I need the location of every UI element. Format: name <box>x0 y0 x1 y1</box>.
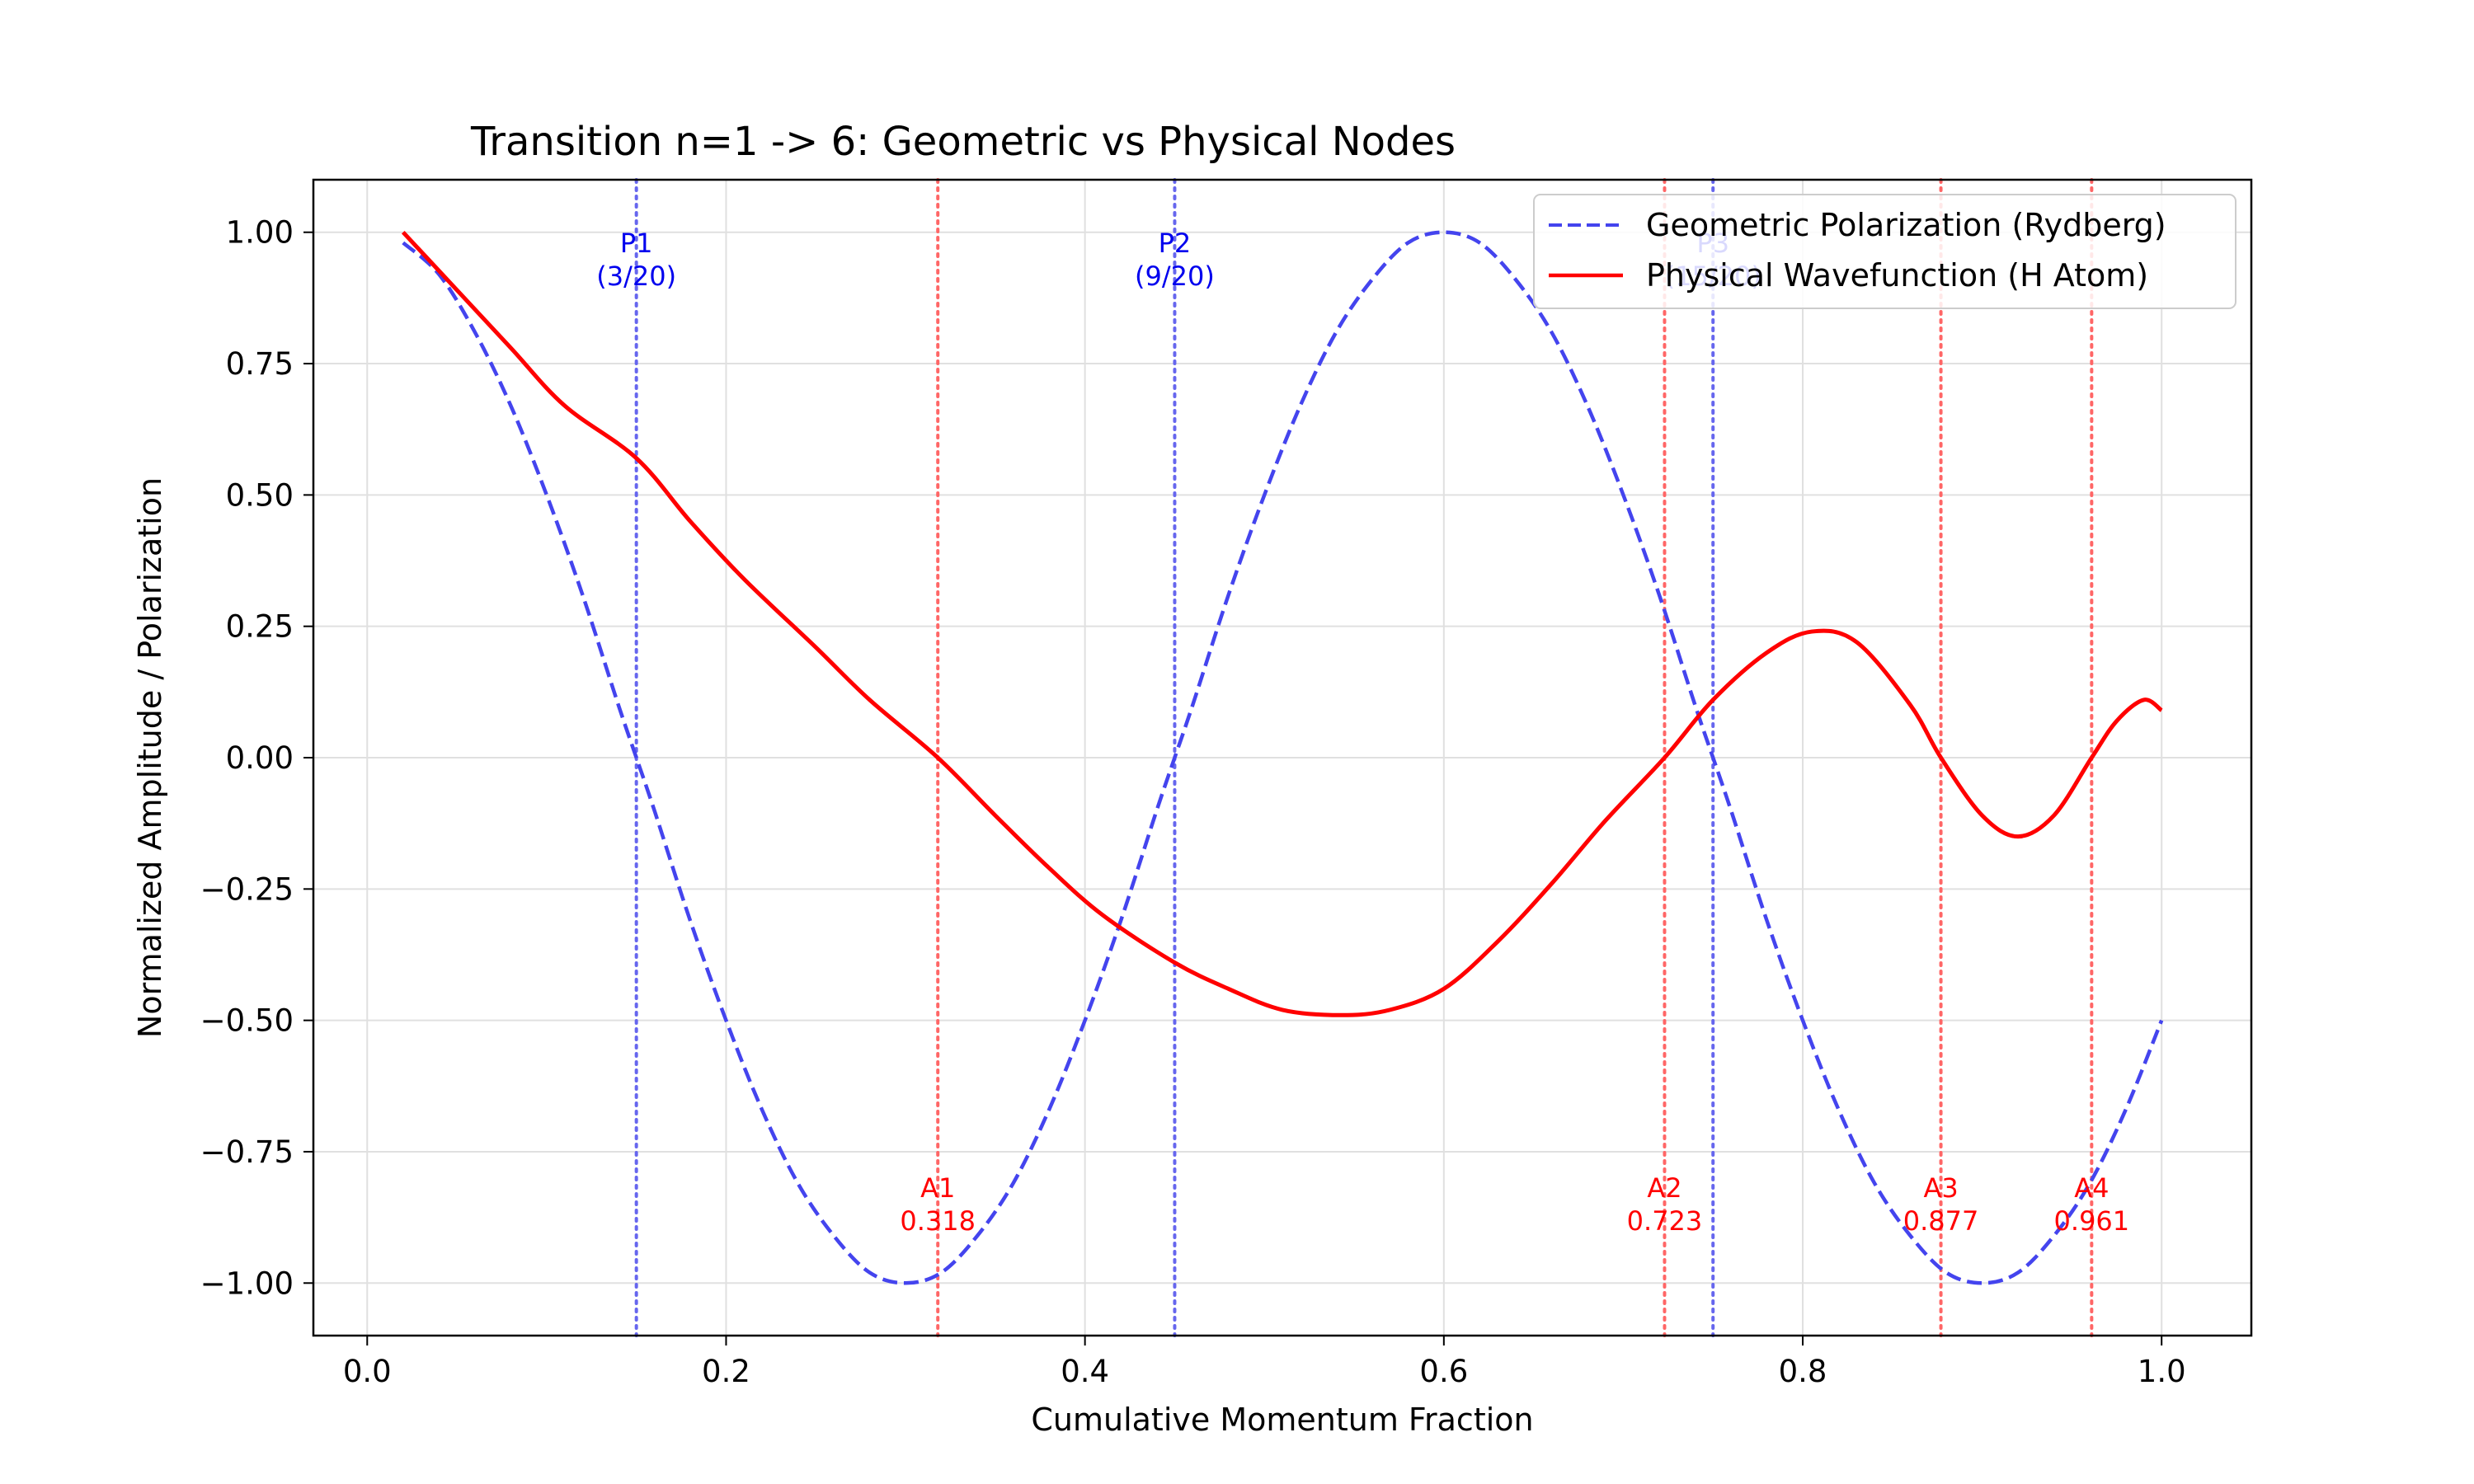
node-value-label: 0.318 <box>900 1205 976 1237</box>
x-tick-label: 0.0 <box>343 1354 392 1389</box>
node-label: A4 <box>2074 1172 2109 1204</box>
y-tick-label: 0.50 <box>226 477 294 513</box>
node-value-label: 0.877 <box>1903 1205 1979 1237</box>
y-tick-label: −1.00 <box>200 1266 294 1301</box>
x-tick-label: 0.8 <box>1779 1354 1827 1389</box>
y-tick-label: 0.75 <box>226 346 294 382</box>
geometric-polarization-line <box>402 230 2164 1285</box>
node-label: P2 <box>1159 228 1192 259</box>
node-label: A3 <box>1923 1172 1958 1204</box>
node-label: P1 <box>620 228 653 259</box>
node-value-label: (9/20) <box>1135 261 1215 292</box>
x-tick-label: 0.4 <box>1061 1354 1109 1389</box>
legend-label-geometric: Geometric Polarization (Rydberg) <box>1646 207 2166 243</box>
x-tick-label: 1.0 <box>2138 1354 2186 1389</box>
node-value-label: 0.961 <box>2054 1205 2130 1237</box>
y-tick-label: 0.00 <box>226 740 294 776</box>
chart-title: Transition n=1 -> 6: Geometric vs Physic… <box>470 119 1456 165</box>
plot-frame <box>312 178 2253 1337</box>
node-value-label: (3/20) <box>596 261 676 292</box>
y-tick-label: 1.00 <box>226 215 294 251</box>
x-tick-label: 0.2 <box>702 1354 750 1389</box>
y-tick-label: −0.50 <box>200 1003 294 1039</box>
physical-wavefunction-line <box>401 231 2163 1017</box>
x-tick-label: 0.6 <box>1419 1354 1468 1389</box>
y-axis-label: Normalized Amplitude / Polarization <box>132 477 168 1038</box>
series <box>401 230 2164 1285</box>
node-label: A1 <box>920 1172 955 1204</box>
legend-box <box>1533 194 2236 309</box>
legend-label-physical: Physical Wavefunction (H Atom) <box>1646 257 2148 294</box>
legend: Geometric Polarization (Rydberg) Physica… <box>1533 194 2236 309</box>
node-label: A2 <box>1647 1172 1681 1204</box>
axis-ticks: 0.0 0.2 0.4 0.6 0.8 1.0 1.00 0.75 0.50 0.25 0.00 −0… <box>200 215 2186 1389</box>
y-tick-label: −0.75 <box>200 1134 294 1170</box>
x-axis-label: Cumulative Momentum Fraction <box>1031 1402 1533 1438</box>
y-tick-label: −0.25 <box>200 871 294 907</box>
node-value-label: 0.723 <box>1627 1205 1703 1237</box>
y-tick-label: 0.25 <box>226 609 294 645</box>
